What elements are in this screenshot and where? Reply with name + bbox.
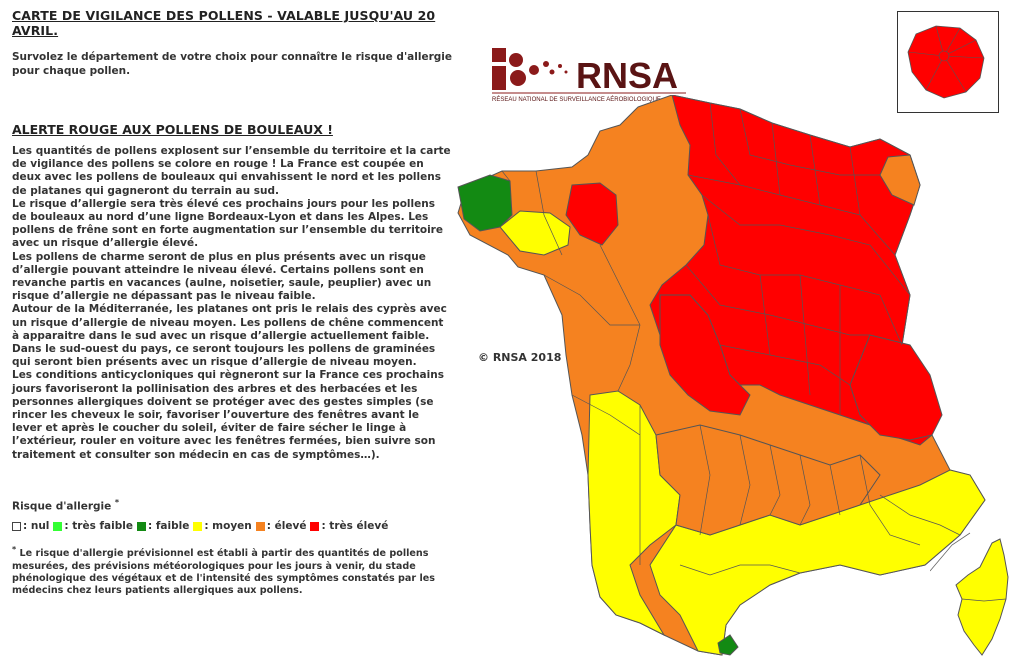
zone-moyen-bretagne-sud[interactable]: [499, 210, 571, 256]
alert-body: Les quantités de pollens explosent sur l…: [12, 145, 451, 461]
department-borders: [501, 102, 961, 576]
swatch-tres-eleve: [310, 521, 320, 531]
corse-inset[interactable]: [930, 515, 1025, 663]
zone-eleve-nordest[interactable]: [879, 154, 921, 206]
footnote-asterisk: *: [12, 545, 17, 554]
swatch-moyen: [193, 521, 203, 531]
page-title: CARTE DE VIGILANCE DES POLLENS - VALABLE…: [12, 8, 436, 38]
zone-moyen-sudouest[interactable]: [587, 390, 681, 637]
swatch-faible: [136, 521, 146, 531]
alert-title: ALERTE ROUGE AUX POLLENS DE BOULEAUX !: [12, 122, 333, 137]
zone-tres-eleve-alpes[interactable]: [849, 334, 943, 441]
ile-de-france-inset[interactable]: [897, 11, 999, 113]
swatch-tres-faible: [53, 521, 63, 531]
footnote-text: Le risque d'allergie prévisionnel est ét…: [12, 548, 435, 597]
logo-subtitle: RÉSEAU NATIONAL DE SURVEILLANCE AÉROBIOL…: [492, 96, 661, 103]
risk-title: Risque d'allergie *: [12, 498, 119, 513]
legend-item-eleve: : élevé: [255, 520, 307, 532]
rnsa-logo: RNSA RÉSEAU NATIONAL DE SURVEILLANCE AÉR…: [492, 48, 686, 103]
legend-item-tres-eleve: : très élevé: [310, 520, 388, 532]
legend-label-faible: : faible: [147, 520, 190, 532]
france-pollen-map[interactable]: [440, 95, 1025, 663]
intro-text: Survolez le département de votre choix p…: [12, 51, 452, 77]
swatch-eleve: [255, 521, 265, 531]
zone-faible-pyrenees[interactable]: [717, 634, 739, 656]
legend-label-tres-faible: : très faible: [64, 520, 133, 532]
swatch-nul: [12, 521, 21, 531]
legend-label-tres-eleve: : très élevé: [321, 520, 389, 532]
risk-asterisk: *: [114, 498, 120, 507]
legend-item-faible: : faible: [136, 520, 190, 532]
risk-footnote: * Le risque d'allergie prévisionnel est …: [12, 544, 452, 598]
risk-legend: : nul : très faible : faible : moyen : é…: [12, 520, 392, 532]
legend-item-moyen: : moyen: [193, 520, 252, 532]
zone-tres-eleve-centre[interactable]: [659, 294, 751, 416]
legend-label-moyen: : moyen: [204, 520, 252, 532]
zone-eleve-massif[interactable]: [655, 424, 881, 536]
zone-faible-bretagne[interactable]: [457, 174, 513, 232]
legend-item-tres-faible: : très faible: [53, 520, 133, 532]
zone-tres-eleve-normandie[interactable]: [565, 182, 619, 246]
map-copyright: © RNSA 2018: [478, 351, 562, 364]
logo-wordmark: RNSA: [576, 55, 678, 96]
legend-label-eleve: : élevé: [266, 520, 307, 532]
risk-title-label: Risque d'allergie: [12, 500, 112, 513]
legend-label-nul: : nul: [23, 520, 50, 532]
text-panel: CARTE DE VIGILANCE DES POLLENS - VALABLE…: [12, 8, 452, 462]
legend-item-nul: : nul: [12, 520, 49, 532]
